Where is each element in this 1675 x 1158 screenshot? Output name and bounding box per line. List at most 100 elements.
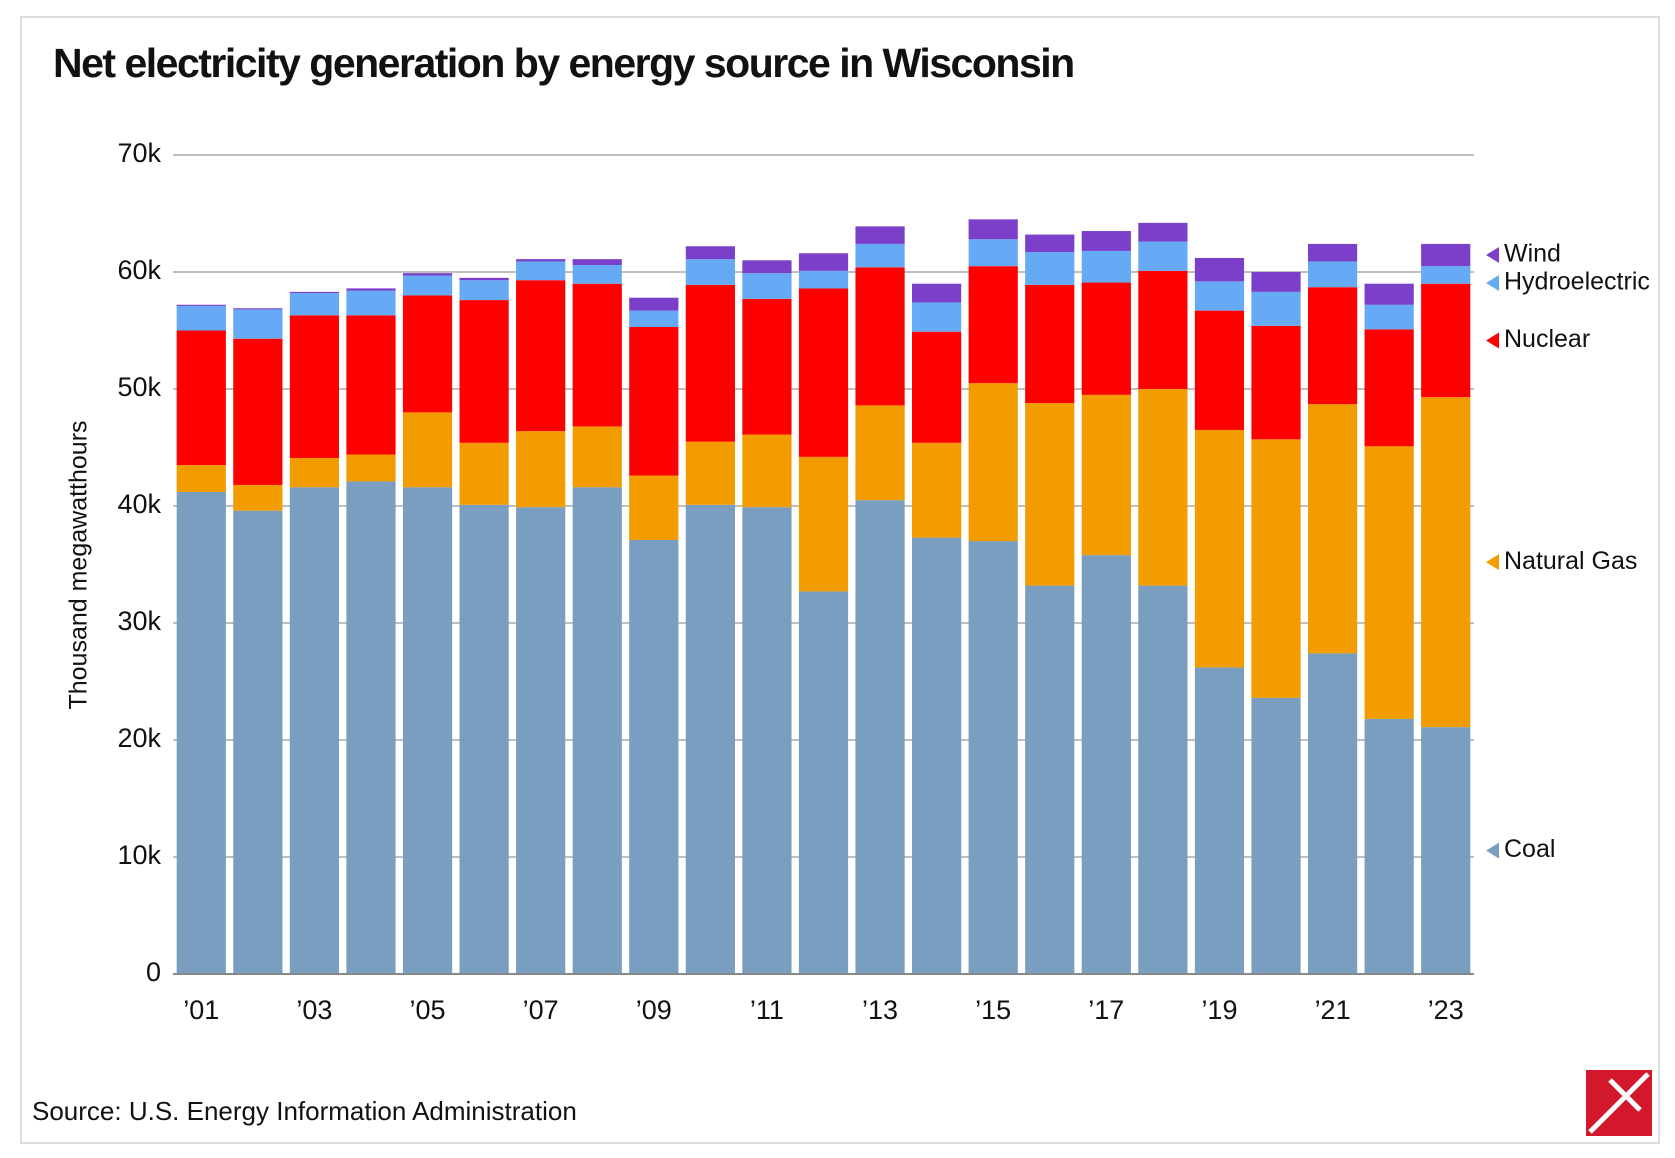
y-tick-label: 40k [117, 489, 161, 519]
x-tick-label: ’09 [636, 995, 672, 1025]
bar-segment [402, 275, 453, 296]
bar-segment [685, 284, 735, 442]
bar-segment [572, 264, 622, 284]
bar-segment [912, 283, 962, 303]
bar-segment [685, 441, 735, 505]
legend-label: Natural Gas [1504, 547, 1637, 575]
y-tick-label: 50k [117, 372, 161, 402]
y-tick-label: 0 [146, 957, 161, 987]
bar-segment [1364, 304, 1414, 330]
bar-segment [855, 226, 905, 244]
bar-segment [459, 277, 509, 281]
bar-segment [516, 261, 566, 281]
bar-segment [1251, 697, 1301, 974]
chart-title: Net electricity generation by energy sou… [53, 40, 1074, 86]
bar-segment [742, 507, 792, 974]
bar-segment [346, 290, 396, 316]
bar-segment [742, 260, 792, 274]
bar-segment [176, 330, 226, 466]
bar-segment [1138, 241, 1188, 271]
bar-segment [289, 293, 340, 316]
bar-segment [1251, 291, 1301, 326]
bar-segment [798, 591, 849, 974]
bar-segment [798, 456, 849, 592]
x-tick-label: ’19 [1201, 995, 1237, 1025]
bar-segment [1138, 585, 1188, 974]
bar-segment [176, 304, 226, 306]
bar-segment [459, 504, 509, 974]
bar-segment [742, 434, 792, 508]
legend-marker [1486, 332, 1499, 349]
bar-segment [1364, 446, 1414, 719]
bar-segment [685, 246, 735, 260]
bar-segment [402, 273, 453, 276]
bar-segment [1194, 667, 1245, 974]
bar-segment [1081, 282, 1131, 395]
x-tick-label: ’15 [975, 995, 1011, 1025]
bar-segment [1251, 272, 1301, 292]
bar-segment [798, 288, 849, 457]
y-tick-label: 30k [117, 606, 161, 636]
bar-segment [572, 487, 622, 974]
bar-segment [855, 243, 905, 268]
bar-segment [1194, 310, 1245, 430]
bar-segment [233, 309, 283, 339]
bar-segment [1364, 329, 1414, 447]
legend-marker [1486, 554, 1499, 571]
bar-segment [968, 266, 1018, 384]
bar-segment [1138, 270, 1188, 389]
x-tick-label: ’03 [296, 995, 332, 1025]
bar-segment [289, 458, 340, 488]
bar-segment [516, 259, 566, 262]
y-tick-label: 60k [117, 255, 161, 285]
bar-segment [1081, 555, 1131, 974]
bar-segment [346, 454, 396, 482]
bar-segment [346, 481, 396, 974]
x-tick-label: ’05 [410, 995, 446, 1025]
y-tick-label: 20k [117, 723, 161, 753]
bar-segment [233, 338, 283, 485]
bar-segment [742, 298, 792, 435]
bar-segment [1364, 283, 1414, 305]
x-tick-label: ’13 [862, 995, 898, 1025]
x-tick-label: ’01 [183, 995, 219, 1025]
source: Source: U.S. Energy Information Administ… [32, 1096, 577, 1126]
bar-segment [346, 288, 396, 291]
bar-segment [1194, 429, 1245, 668]
legend-label: Nuclear [1504, 325, 1590, 353]
bar-segment [459, 300, 509, 443]
bar-segment [1421, 283, 1471, 398]
bar-segment [1251, 439, 1301, 698]
x-tick-label: ’21 [1315, 995, 1351, 1025]
bar-segment [855, 500, 905, 974]
bar-segment [1421, 397, 1471, 728]
bar-segment [798, 253, 849, 271]
bar-segment [289, 315, 340, 459]
bar-segment [1081, 250, 1131, 283]
bar-segment [1307, 404, 1358, 654]
bar-segment [1194, 257, 1245, 282]
bar-segment [402, 295, 453, 413]
bar-segment [233, 484, 283, 511]
bar-segment [685, 259, 735, 285]
legend-label: Hydroelectric [1504, 268, 1650, 296]
bar-segment [629, 297, 679, 311]
bar-segment [629, 475, 679, 540]
bar-segment [289, 487, 340, 974]
bar-segment [742, 273, 792, 299]
bar-segment [459, 442, 509, 505]
bar-segment [233, 510, 283, 974]
bar-segment [855, 405, 905, 501]
y-tick-label: 10k [117, 840, 161, 870]
bar-segment [1194, 281, 1245, 311]
x-tick-label: ’07 [523, 995, 559, 1025]
y-tick-label: 70k [117, 138, 161, 168]
x-tick-label: ’17 [1088, 995, 1124, 1025]
bar-segment [176, 491, 226, 974]
bar-segment [1421, 266, 1471, 284]
legend-marker [1486, 842, 1499, 859]
legend-marker [1486, 275, 1499, 292]
bar-segment [912, 331, 962, 443]
bar-segment [1081, 394, 1131, 556]
